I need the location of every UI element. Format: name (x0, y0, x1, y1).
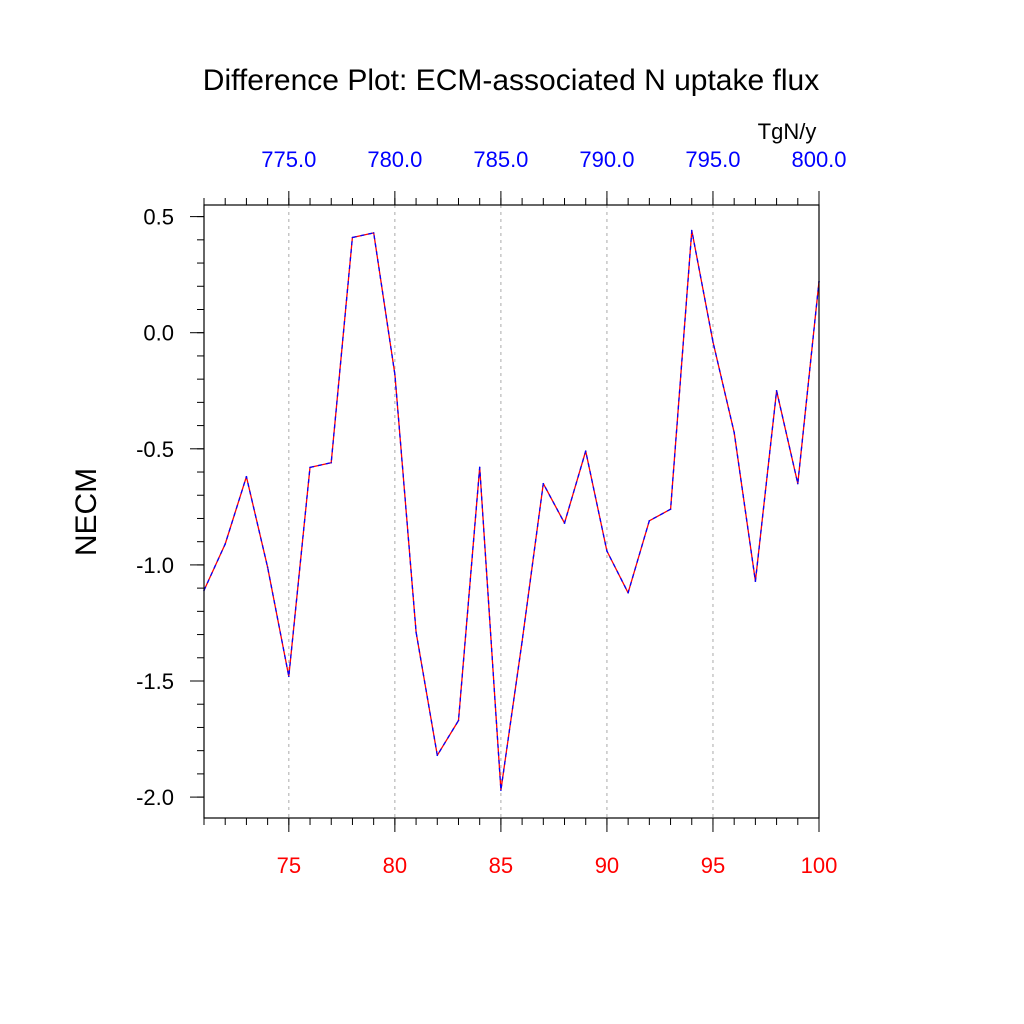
minor-ticks (197, 198, 820, 825)
x-bottom-tick-label: 90 (595, 853, 619, 878)
data-point (351, 236, 354, 239)
data-point (669, 508, 672, 510)
data-point (266, 566, 269, 569)
chart-title: Difference Plot: ECM-associated N uptake… (203, 64, 819, 97)
data-point (309, 466, 311, 469)
x-top-tick-label: 785.0 (473, 147, 528, 172)
plot-frame (203, 204, 820, 819)
x-top-tick-label: 775.0 (261, 147, 316, 172)
data-point (584, 450, 587, 452)
y-axis-label: NECM (70, 468, 103, 556)
data-point (500, 789, 502, 791)
units-label: TgN/y (758, 119, 817, 144)
data-point (394, 373, 396, 376)
data-point (733, 431, 735, 434)
data-point (245, 475, 248, 478)
data-point (478, 466, 481, 469)
data-point (775, 389, 778, 392)
y-tick-label: -0.5 (136, 437, 174, 462)
data-point (436, 754, 439, 757)
x-bottom-tick-label: 85 (489, 853, 513, 878)
x-bottom-tick-label: 75 (277, 853, 301, 878)
series-line (203, 229, 820, 791)
x-bottom-tick-label: 95 (701, 853, 725, 878)
data-point (690, 229, 693, 232)
data-point (796, 482, 799, 485)
data-point (754, 580, 757, 582)
y-tick-label: -2.0 (136, 785, 174, 810)
grid-lines (288, 205, 714, 818)
y-tick-label: -1.0 (136, 553, 174, 578)
x-bottom-tick-label: 100 (801, 853, 838, 878)
data-point (372, 232, 375, 234)
series-line-dashed (203, 229, 820, 791)
x-top-tick-label: 795.0 (685, 147, 740, 172)
data-point (712, 341, 714, 343)
data-point (542, 482, 545, 485)
data-point (563, 522, 566, 524)
y-tick-label: -1.5 (136, 669, 174, 694)
data-point (330, 461, 333, 464)
x-top-tick-label: 800.0 (791, 147, 846, 172)
data-point (224, 543, 227, 545)
data-point (521, 640, 523, 643)
data-point (648, 519, 651, 522)
x-top-tick-label: 780.0 (367, 147, 422, 172)
data-point (606, 550, 608, 552)
major-ticks (190, 191, 820, 832)
x-bottom-tick-label: 80 (383, 853, 407, 878)
data-point (627, 591, 629, 594)
data-point (457, 719, 460, 722)
data-point (288, 675, 290, 678)
y-tick-label: 0.0 (143, 321, 174, 346)
tick-labels: 75 775.0 80 780.0 85 785.0 90 790.0 95 795.0 100 80… (136, 147, 846, 878)
data-point (415, 631, 417, 634)
y-tick-label: 0.5 (143, 205, 174, 230)
x-top-tick-label: 790.0 (579, 147, 634, 172)
series-layer (203, 229, 820, 791)
